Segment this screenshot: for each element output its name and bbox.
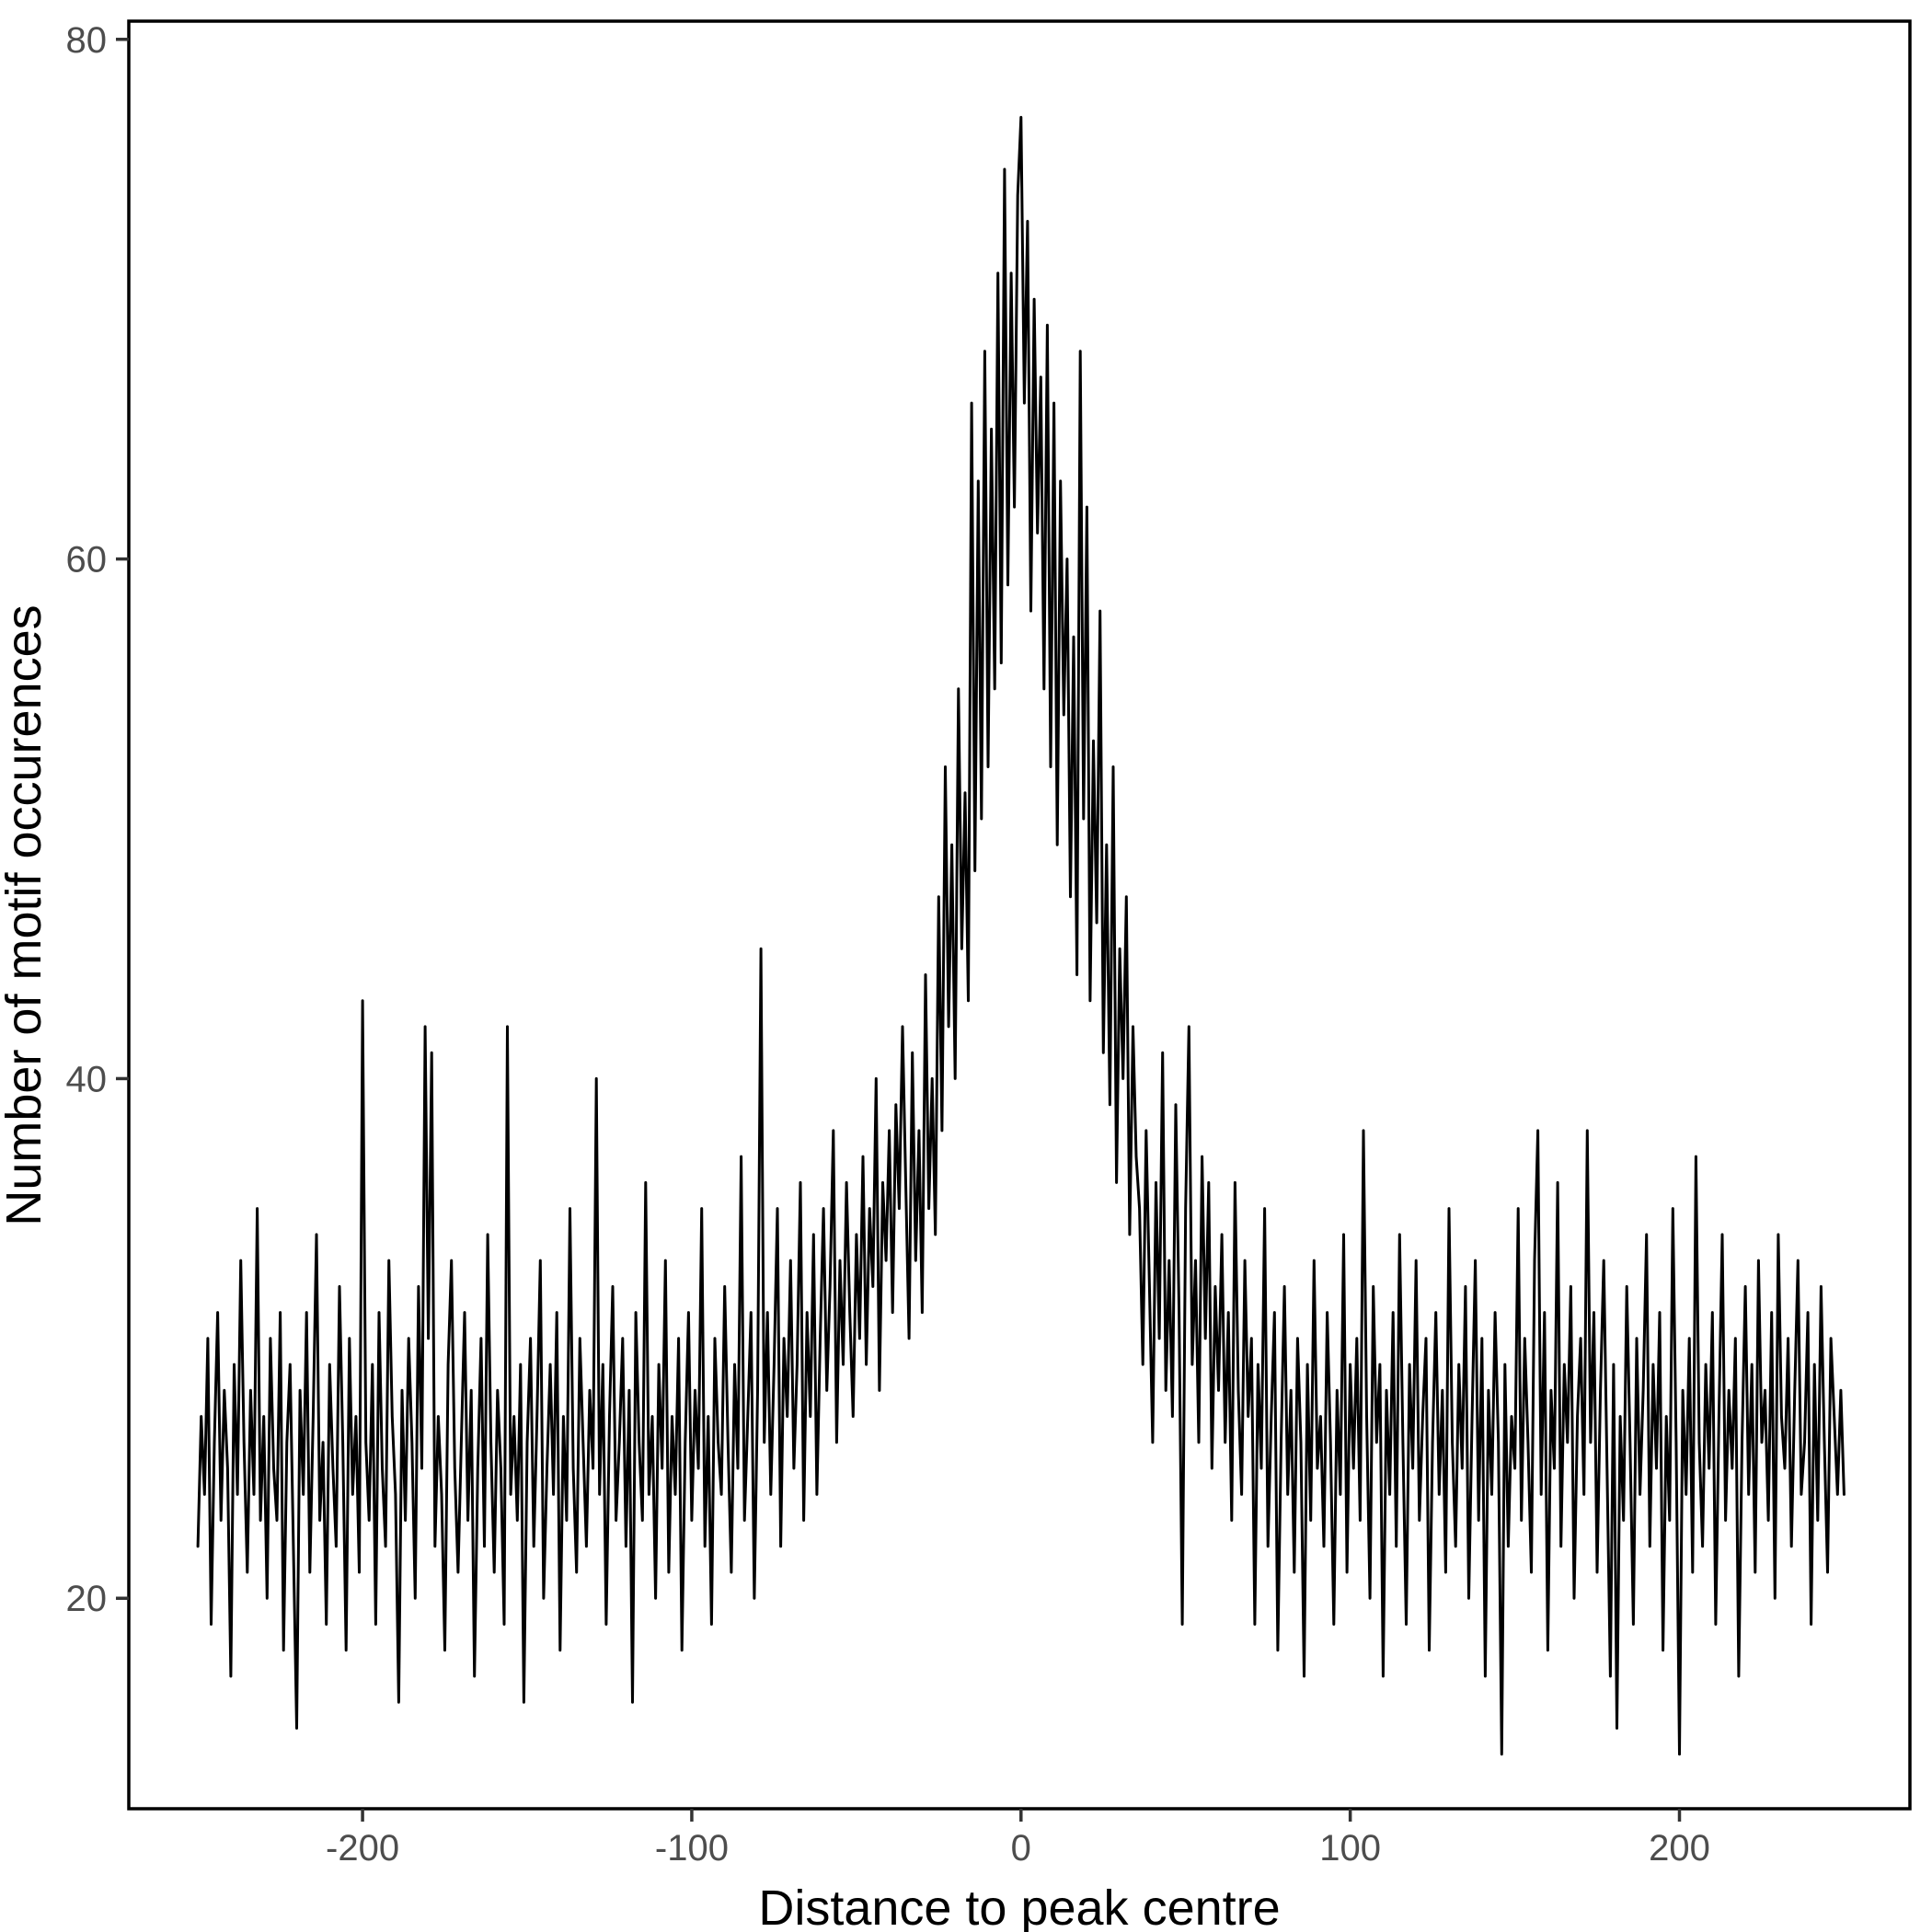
- y-tick-label: 60: [66, 540, 108, 581]
- y-tick-label: 80: [66, 20, 108, 61]
- y-axis-ticks: 20 40 60 80: [66, 20, 129, 1619]
- y-tick-label: 20: [66, 1579, 108, 1619]
- x-tick-label: 100: [1319, 1828, 1381, 1869]
- data-line: [196, 116, 1846, 1756]
- x-axis-title: Distance to peak centre: [758, 1880, 1280, 1932]
- x-tick-label: 200: [1649, 1828, 1710, 1869]
- x-tick-label: -100: [655, 1828, 729, 1869]
- plot-panel-border: [127, 19, 1912, 1811]
- x-axis-ticks: -200 -100 0 100 200: [326, 1809, 1710, 1869]
- y-axis-title: Number of motif occurences: [0, 604, 52, 1225]
- x-tick-label: -200: [326, 1828, 399, 1869]
- y-tick-label: 40: [66, 1059, 108, 1099]
- x-tick-label: 0: [1011, 1828, 1031, 1869]
